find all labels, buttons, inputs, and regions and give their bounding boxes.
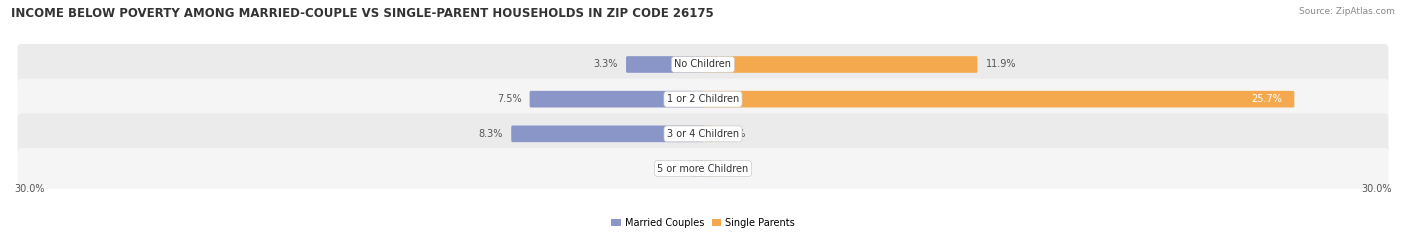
- FancyBboxPatch shape: [17, 79, 1389, 120]
- FancyBboxPatch shape: [17, 44, 1389, 85]
- Text: INCOME BELOW POVERTY AMONG MARRIED-COUPLE VS SINGLE-PARENT HOUSEHOLDS IN ZIP COD: INCOME BELOW POVERTY AMONG MARRIED-COUPL…: [11, 7, 714, 20]
- FancyBboxPatch shape: [702, 160, 713, 177]
- Text: 8.3%: 8.3%: [479, 129, 503, 139]
- FancyBboxPatch shape: [512, 126, 704, 142]
- FancyBboxPatch shape: [530, 91, 704, 107]
- Text: 5 or more Children: 5 or more Children: [658, 164, 748, 174]
- Text: 0.0%: 0.0%: [721, 129, 745, 139]
- Text: 11.9%: 11.9%: [986, 59, 1017, 69]
- FancyBboxPatch shape: [693, 160, 704, 177]
- Text: 1 or 2 Children: 1 or 2 Children: [666, 94, 740, 104]
- Text: 3 or 4 Children: 3 or 4 Children: [666, 129, 740, 139]
- Text: 0.0%: 0.0%: [721, 164, 745, 174]
- Text: 30.0%: 30.0%: [1361, 184, 1392, 194]
- Text: 30.0%: 30.0%: [14, 184, 45, 194]
- FancyBboxPatch shape: [702, 126, 713, 142]
- FancyBboxPatch shape: [626, 56, 704, 73]
- FancyBboxPatch shape: [702, 91, 1295, 107]
- Text: 25.7%: 25.7%: [1251, 94, 1282, 104]
- Text: 7.5%: 7.5%: [496, 94, 522, 104]
- Text: Source: ZipAtlas.com: Source: ZipAtlas.com: [1299, 7, 1395, 16]
- Text: No Children: No Children: [675, 59, 731, 69]
- FancyBboxPatch shape: [17, 113, 1389, 154]
- FancyBboxPatch shape: [702, 56, 977, 73]
- Legend: Married Couples, Single Parents: Married Couples, Single Parents: [612, 218, 794, 228]
- Text: 3.3%: 3.3%: [593, 59, 619, 69]
- Text: 0.0%: 0.0%: [661, 164, 685, 174]
- FancyBboxPatch shape: [17, 148, 1389, 189]
